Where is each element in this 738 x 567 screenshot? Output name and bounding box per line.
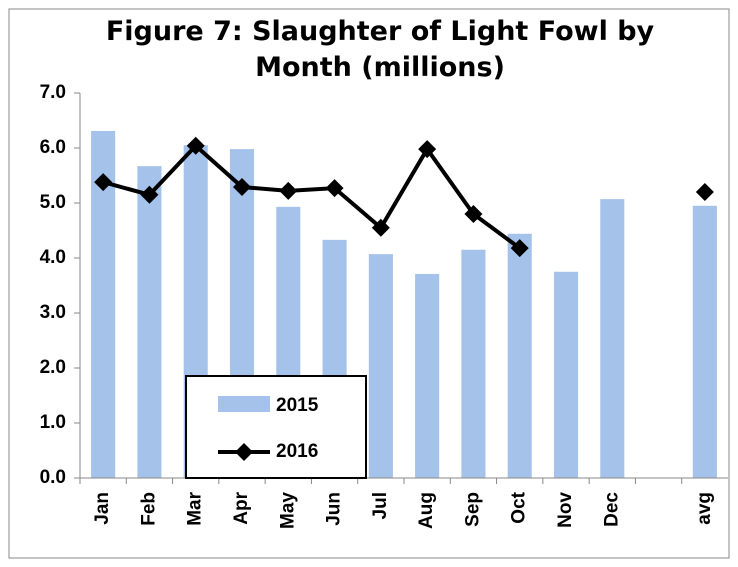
marker xyxy=(510,239,529,258)
chart-border xyxy=(8,8,730,559)
legend-label: 2015 xyxy=(276,395,319,416)
marker xyxy=(325,179,344,198)
bar xyxy=(553,271,579,478)
bar xyxy=(461,249,486,478)
x-tick-label: May xyxy=(277,492,298,529)
x-tick-label: Aug xyxy=(416,492,437,529)
bar xyxy=(415,273,440,478)
x-tick-label: Nov xyxy=(555,492,576,528)
y-tick-label: 2.0 xyxy=(40,357,66,378)
x-tick-label: Oct xyxy=(509,491,530,523)
x-tick-label: Apr xyxy=(231,491,252,524)
legend-label: 2016 xyxy=(276,441,318,462)
marker xyxy=(233,178,251,197)
x-tick-label: avg xyxy=(694,492,715,525)
marker xyxy=(186,136,205,155)
bar xyxy=(507,233,532,478)
marker xyxy=(464,205,483,223)
marker xyxy=(94,173,113,192)
x-tick-label: Dec xyxy=(601,492,622,527)
x-tick-label: Sep xyxy=(462,492,483,527)
marker xyxy=(695,183,714,201)
marker xyxy=(235,443,253,461)
y-tick-label: 0.0 xyxy=(40,467,66,488)
x-tick-label: Jun xyxy=(324,492,345,526)
bar xyxy=(368,254,393,478)
bar xyxy=(600,199,625,478)
legend-swatch xyxy=(218,396,270,412)
y-tick-label: 4.0 xyxy=(40,247,66,268)
x-tick-label: Mar xyxy=(185,491,206,525)
marker xyxy=(140,185,159,204)
legend-box xyxy=(185,375,367,479)
x-tick-label: Jul xyxy=(370,492,391,519)
x-tick-label: Jan xyxy=(92,492,113,525)
bar xyxy=(692,205,717,478)
chart-title: Figure 7: Slaughter of Light Fowl by Mon… xyxy=(105,16,655,83)
x-tick-label: Feb xyxy=(138,492,159,526)
marker xyxy=(418,140,437,159)
bar xyxy=(137,166,162,478)
y-tick-label: 5.0 xyxy=(40,192,66,213)
y-tick-label: 1.0 xyxy=(40,412,66,433)
y-tick-label: 6.0 xyxy=(40,137,66,158)
y-tick-label: 7.0 xyxy=(40,82,66,103)
marker xyxy=(279,181,298,200)
marker xyxy=(371,218,390,237)
y-tick-label: 3.0 xyxy=(40,302,66,323)
